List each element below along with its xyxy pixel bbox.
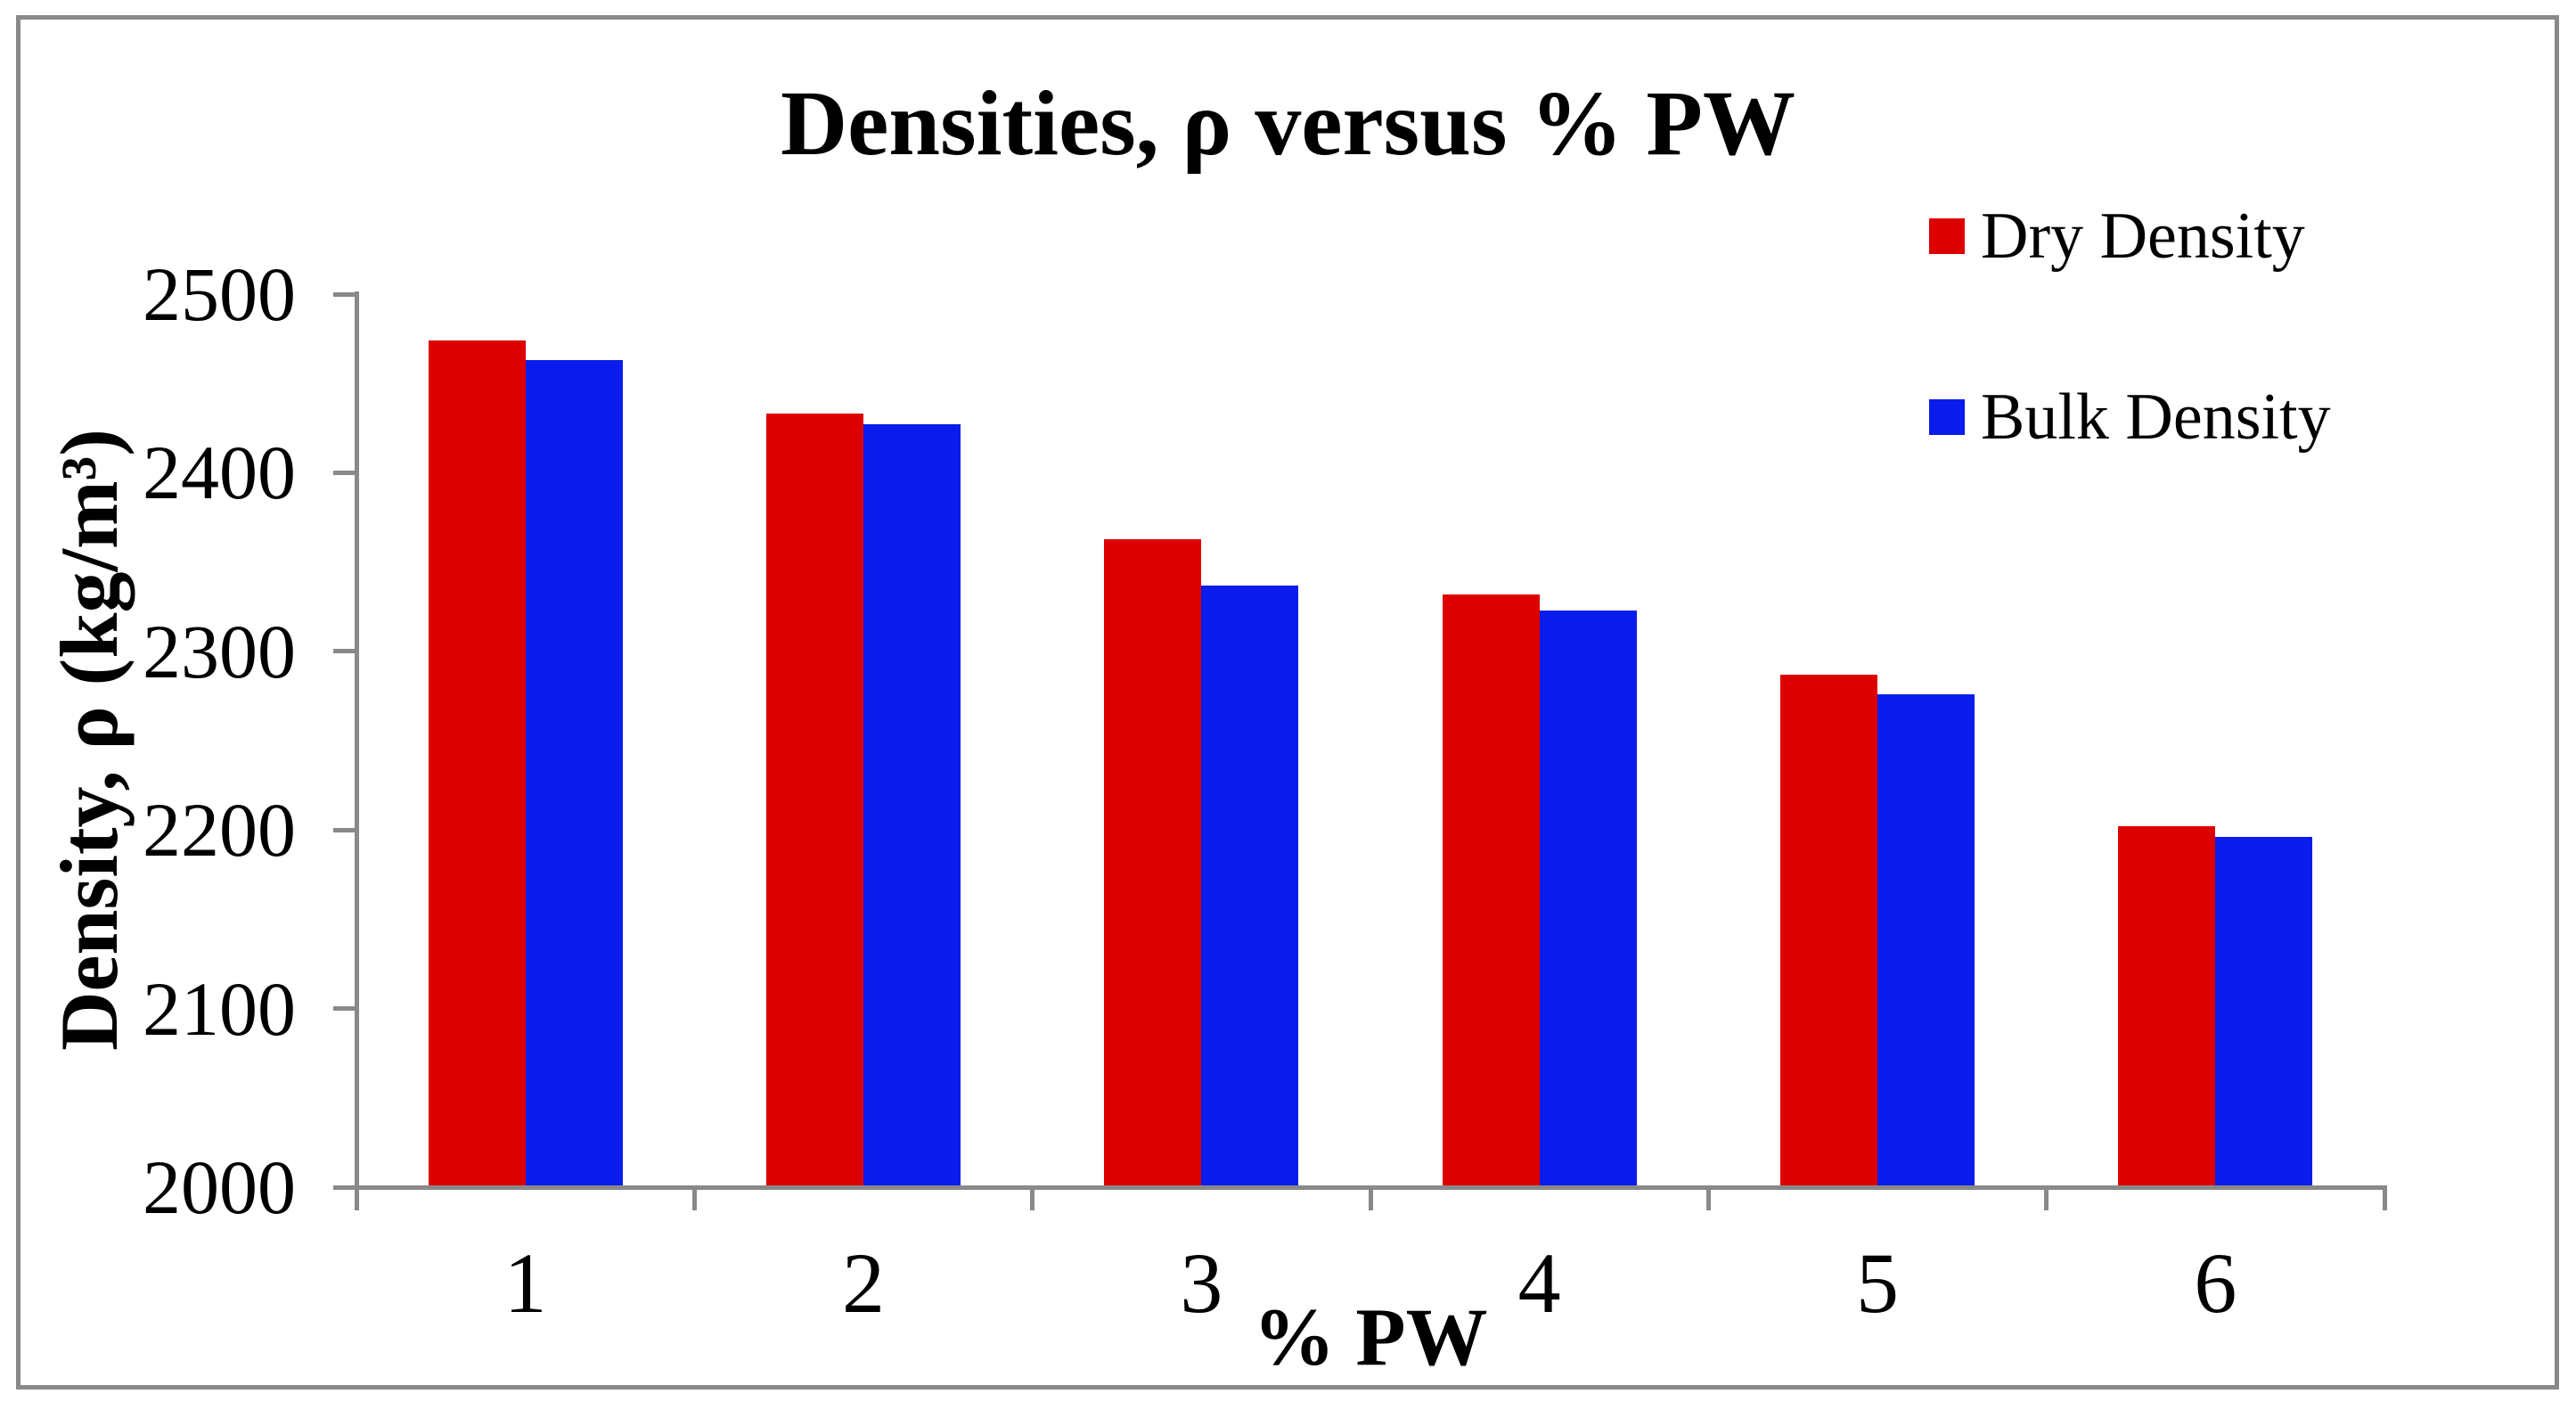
bar-bulk-density-3 [1201,585,1299,1189]
bar-dry-density-1 [428,340,526,1189]
x-tick-1 [691,1185,697,1210]
y-tick-2200 [333,827,356,832]
x-tick-2 [1030,1185,1035,1210]
figure-border [16,15,2559,1390]
y-tick-2400 [333,470,356,475]
x-category-label-4: 4 [1517,1235,1561,1331]
y-tick-2500 [333,291,356,297]
x-tick-0 [354,1185,359,1210]
bar-bulk-density-6 [2215,837,2313,1189]
y-tick-2100 [333,1006,356,1012]
x-axis-title: % PW [1253,1291,1488,1382]
x-category-label-6: 6 [2194,1235,2237,1331]
bar-dry-density-6 [2118,826,2216,1189]
legend-label: Bulk Density [1981,381,2331,454]
x-tick-6 [2382,1185,2387,1210]
legend-item-bulk-density: Bulk Density [1929,384,2331,450]
bar-dry-density-5 [1780,674,1877,1189]
legend-swatch-icon [1929,218,1965,254]
y-tick-label-2500: 2500 [143,251,296,337]
y-axis-line [355,291,359,1190]
bar-dry-density-2 [766,414,863,1189]
y-tick-label-2300: 2300 [143,608,296,694]
x-category-label-2: 2 [842,1235,885,1331]
x-category-label-5: 5 [1856,1235,1899,1331]
x-category-label-1: 1 [503,1235,547,1331]
y-tick-label-2400: 2400 [143,430,296,516]
bar-bulk-density-4 [1539,610,1637,1189]
y-tick-label-2200: 2200 [143,787,296,873]
x-axis-line [333,1185,2386,1190]
y-tick-label-2100: 2100 [143,965,296,1052]
bar-dry-density-3 [1104,538,1202,1189]
y-axis-title: Density, ρ (kg/m³) [44,429,135,1051]
legend-label: Dry Density [1981,200,2305,273]
x-tick-5 [2044,1185,2049,1210]
y-tick-2300 [333,649,356,654]
x-tick-4 [1705,1185,1711,1210]
bar-bulk-density-1 [525,360,623,1189]
bar-bulk-density-5 [1877,693,1975,1189]
y-tick-label-2000: 2000 [143,1144,296,1230]
legend-swatch-icon [1929,399,1965,435]
chart-title: Densities, ρ versus % PW [781,72,1795,175]
bar-dry-density-4 [1442,594,1540,1189]
x-category-label-3: 3 [1180,1235,1223,1331]
legend-item-dry-density: Dry Density [1929,203,2305,269]
bar-bulk-density-2 [863,424,961,1189]
x-tick-3 [1368,1185,1373,1210]
